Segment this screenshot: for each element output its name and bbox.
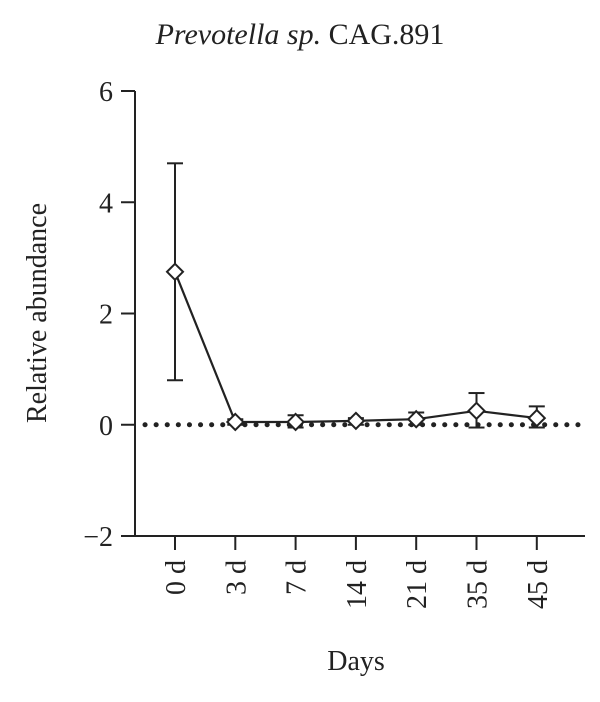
x-tick-label: 21 d bbox=[402, 560, 433, 609]
series-line bbox=[173, 271, 537, 424]
x-axis-label: Days bbox=[327, 646, 385, 677]
x-tick-label: 0 d bbox=[161, 560, 192, 595]
x-tick-label: 45 d bbox=[523, 560, 554, 609]
axes: −2 0 2 4 6 0 d 3 d 7 d 14 d 21 d 35 d 45 d bbox=[83, 77, 585, 609]
y-tick-label: 2 bbox=[99, 300, 113, 331]
y-tick-label: 0 bbox=[99, 411, 113, 442]
y-tick-label: −2 bbox=[83, 522, 113, 553]
series-group bbox=[165, 162, 547, 432]
y-tick-label: 4 bbox=[99, 188, 113, 219]
x-tick-label: 7 d bbox=[282, 560, 313, 595]
data-point bbox=[467, 401, 486, 421]
data-point bbox=[165, 262, 185, 282]
y-tick-label: 6 bbox=[99, 77, 113, 108]
chart-title-italic: Prevotella sp. bbox=[155, 18, 322, 51]
x-tick-label: 3 d bbox=[221, 560, 252, 595]
x-tick-label: 14 d bbox=[342, 560, 373, 609]
data-point bbox=[286, 412, 306, 432]
data-point bbox=[527, 408, 547, 428]
data-point bbox=[346, 411, 366, 431]
chart-title: Prevotella sp. CAG.891 bbox=[0, 18, 600, 52]
x-tick-label: 35 d bbox=[463, 560, 494, 609]
chart-title-rest: CAG.891 bbox=[321, 18, 445, 51]
y-axis-label: Relative abundance bbox=[22, 203, 53, 423]
data-point bbox=[225, 412, 245, 432]
data-point bbox=[406, 409, 426, 429]
